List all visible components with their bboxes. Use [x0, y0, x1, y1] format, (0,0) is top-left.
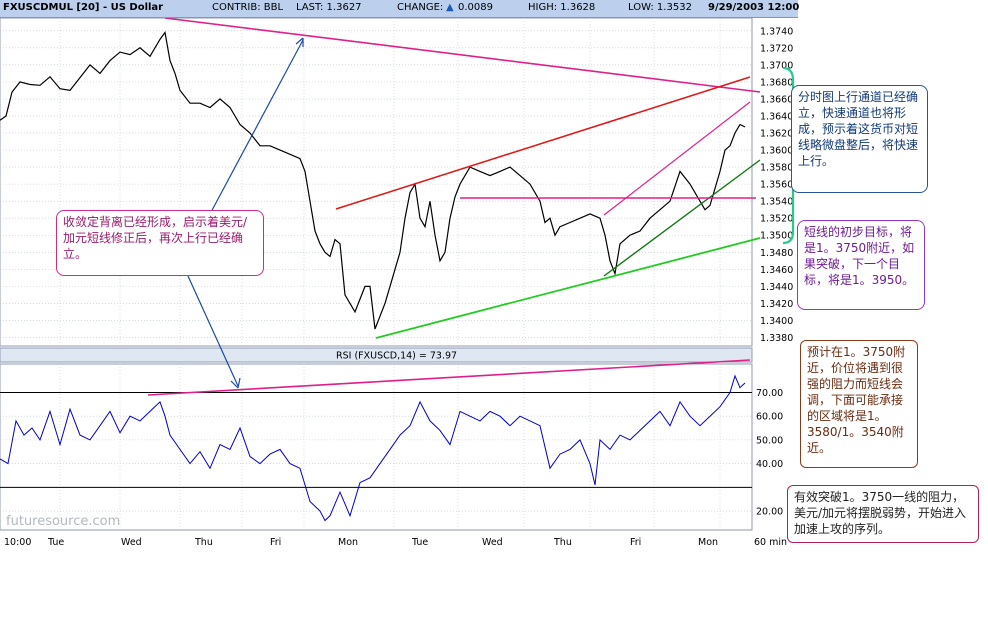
arrowhead-icon	[230, 377, 241, 389]
symbol-title: FXUSCDMUL [20] - US Dollar	[3, 2, 164, 13]
x-axis-label: Fri	[630, 537, 641, 548]
chart-header-bar: FXUSCDMUL [20] - US Dollar CONTRIB: BBL …	[0, 0, 800, 18]
rsi-tick-label: 60.00	[756, 412, 783, 423]
x-axis-label: Mon	[338, 537, 358, 548]
rsi-tick-label: 70.00	[756, 388, 783, 399]
chart-datetime: 9/29/2003 12:00	[708, 2, 800, 13]
price-tick-label: 1.3480	[760, 248, 793, 259]
rsi-tick-label: 40.00	[756, 459, 783, 470]
rsi-title: RSI (FXUSCD,14) = 73.97	[336, 351, 457, 362]
price-tick-label: 1.3660	[760, 94, 793, 105]
channel-annotation: 分时图上行通道已经确立，快速通道也将形成，预示着这货币对短线略微盘整后，将快速上…	[791, 85, 928, 193]
divergence-annotation: 收敛定背离已经形成，启示着美元/加元短线修正后，再次上行已经确立。	[56, 210, 264, 276]
arrowhead-icon	[295, 37, 304, 47]
last-price: LAST: 1.3627	[296, 2, 362, 13]
axis-labels: 1.3380 1.3400 1.3420 1.3440 1.3460 1.3480 1.35…	[4, 26, 793, 548]
price-tick-label: 1.3680	[760, 77, 793, 88]
price-tick-label: 1.3580	[760, 163, 793, 174]
resistance-annotation: 预计在1。3750附近，价位将遇到很强的阻力而短线会调，下面可能承接的区域将是1…	[800, 340, 918, 468]
target-annotation: 短线的初步目标，将是1。3750附近，如果突破，下一个目标，将是1。3950。	[797, 220, 925, 310]
breakout-annotation: 有效突破1。3750一线的阻力，美元/加元将摆脱弱势，开始进入加速上攻的序列。	[787, 485, 979, 543]
x-axis-label: Thu	[194, 537, 213, 548]
rsi-trend-line	[147, 359, 751, 396]
price-tick-label: 1.3640	[760, 111, 793, 122]
price-tick-label: 1.3420	[760, 299, 793, 310]
price-tick-label: 1.3700	[760, 60, 793, 71]
rsi-title-bar	[0, 347, 753, 363]
price-tick-label: 1.3520	[760, 214, 793, 225]
x-axis-label: 60 min	[754, 537, 787, 548]
price-panel	[0, 31, 746, 330]
high-price: HIGH: 1.3628	[528, 2, 596, 13]
trendline-drawings	[147, 17, 761, 396]
fast-support-line	[603, 159, 761, 277]
x-axis-label: Tue	[47, 537, 64, 548]
x-axis-label: 10:00	[4, 537, 31, 548]
price-tick-label: 1.3600	[760, 146, 793, 157]
rsi-series-line	[0, 374, 746, 522]
price-tick-label: 1.3440	[760, 282, 793, 293]
price-panel-frame	[0, 17, 753, 347]
change-up-icon: ▲	[446, 2, 454, 13]
channel-top-line	[335, 76, 751, 210]
watermark: futuresource.com	[6, 514, 120, 529]
rsi-panel	[0, 374, 746, 522]
price-tick-label: 1.3720	[760, 43, 793, 54]
divergence-arrow-up	[209, 39, 304, 215]
x-axis-label: Wed	[482, 537, 503, 548]
x-axis-label: Thu	[553, 537, 572, 548]
divergence-arrow-down	[187, 275, 239, 387]
price-tick-label: 1.3740	[760, 26, 793, 37]
change-value: 0.0089	[458, 2, 493, 13]
price-tick-label: 1.3500	[760, 231, 793, 242]
price-tick-label: 1.3400	[760, 316, 793, 327]
price-series-line	[0, 31, 746, 330]
rsi-tick-label: 20.00	[756, 507, 783, 518]
rsi-panel-frame	[0, 363, 753, 531]
rsi-tick-label: 50.00	[756, 435, 783, 446]
upper-resistance-line	[164, 17, 761, 93]
price-tick-label: 1.3620	[760, 129, 793, 140]
x-axis-label: Mon	[698, 537, 718, 548]
price-tick-label: 1.3540	[760, 197, 793, 208]
x-axis-label: Fri	[270, 537, 281, 548]
channel-bottom-line	[375, 237, 761, 339]
contrib-label: CONTRIB: BBL	[212, 2, 284, 13]
chart-grid	[0, 17, 753, 531]
low-price: LOW: 1.3532	[628, 2, 692, 13]
price-tick-label: 1.3380	[760, 333, 793, 344]
price-tick-label: 1.3460	[760, 265, 793, 276]
price-tick-label: 1.3560	[760, 180, 793, 191]
x-axis-label: Wed	[121, 537, 142, 548]
change-label: CHANGE:	[397, 2, 444, 13]
fast-channel-line	[603, 101, 751, 216]
x-axis-label: Tue	[411, 537, 428, 548]
